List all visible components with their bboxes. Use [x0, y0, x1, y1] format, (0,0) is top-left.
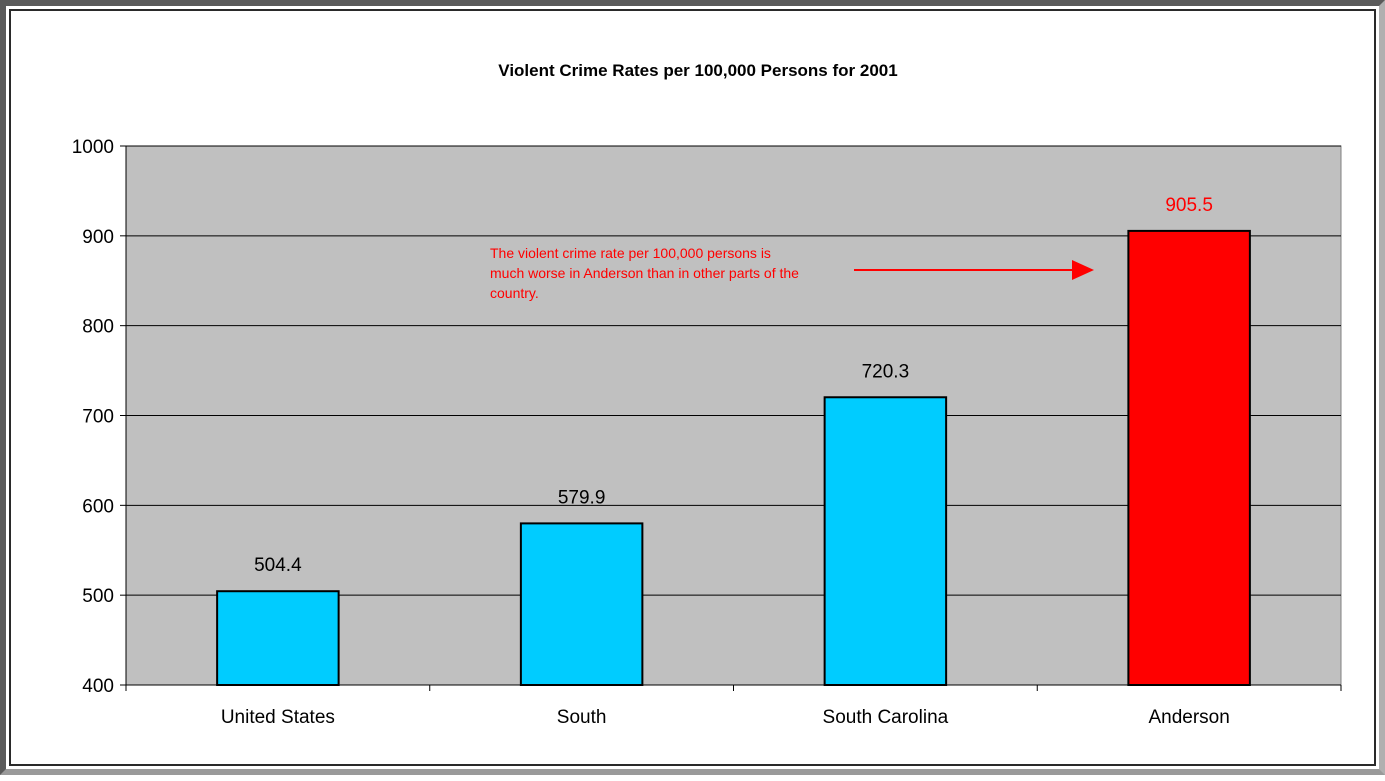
bar-value-label: 579.9 — [558, 487, 606, 508]
annotation-text-line: The violent crime rate per 100,000 perso… — [490, 245, 771, 261]
chart-title: Violent Crime Rates per 100,000 Persons … — [498, 61, 897, 80]
y-tick-label: 900 — [82, 227, 114, 248]
y-tick-label: 800 — [82, 317, 114, 338]
bar-value-label: 720.3 — [862, 361, 910, 382]
bar-value-label: 504.4 — [254, 555, 302, 576]
x-category-label: South Carolina — [823, 707, 949, 728]
y-tick-label: 1000 — [72, 137, 114, 158]
y-tick-label: 600 — [82, 496, 114, 517]
x-category-label: South — [557, 707, 607, 728]
x-category-label: United States — [221, 707, 335, 728]
bar-united-states — [216, 590, 340, 686]
bar-anderson — [1127, 229, 1251, 687]
bar-value-label: 905.5 — [1165, 195, 1213, 216]
bar-south-carolina — [823, 396, 948, 686]
annotation-arrowhead — [1072, 260, 1094, 280]
y-tick-label: 500 — [82, 586, 114, 607]
y-tick-label: 400 — [82, 676, 114, 697]
bar-south — [519, 522, 644, 686]
y-tick-label: 700 — [82, 407, 114, 428]
annotation-text-line: country. — [490, 285, 539, 301]
annotation-text-line: much worse in Anderson than in other par… — [490, 265, 799, 281]
bar-chart: Violent Crime Rates per 100,000 Persons … — [72, 61, 1342, 728]
x-category-label: Anderson — [1148, 707, 1229, 728]
